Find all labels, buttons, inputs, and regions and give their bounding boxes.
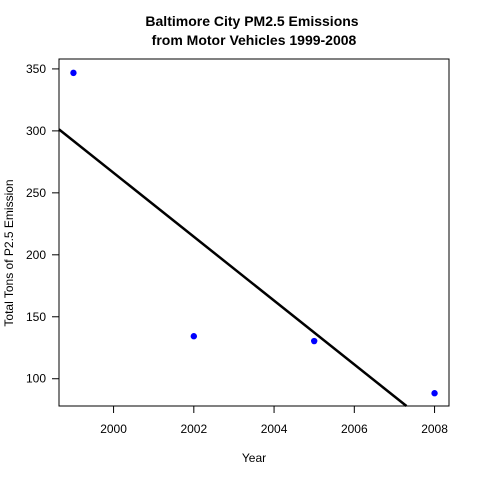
y-axis: 100 150 200 250 300 350 bbox=[26, 62, 59, 386]
y-tick-label: 150 bbox=[26, 310, 46, 324]
x-axis: 2000 2002 2004 2006 2008 bbox=[100, 406, 448, 436]
data-point bbox=[431, 390, 438, 397]
trend-line bbox=[58, 128, 408, 407]
plot-frame bbox=[58, 58, 450, 407]
data-point bbox=[310, 337, 318, 345]
x-axis-label: Year bbox=[242, 451, 266, 465]
points-layer bbox=[70, 69, 438, 397]
x-tick-label: 2000 bbox=[100, 422, 127, 436]
data-point bbox=[190, 333, 198, 340]
y-tick-label: 100 bbox=[26, 372, 46, 386]
x-tick-label: 2002 bbox=[180, 422, 207, 436]
x-tick-label: 2008 bbox=[421, 422, 448, 436]
data-point bbox=[70, 69, 77, 77]
y-tick-label: 200 bbox=[26, 248, 46, 262]
chart-subtitle: from Motor Vehicles 1999-2008 bbox=[152, 32, 357, 48]
y-tick-label: 350 bbox=[26, 62, 46, 76]
x-tick-label: 2006 bbox=[341, 422, 368, 436]
y-tick-label: 300 bbox=[26, 124, 46, 138]
x-tick-label: 2004 bbox=[261, 422, 288, 436]
trend-layer bbox=[58, 128, 408, 407]
plot-area bbox=[58, 58, 450, 407]
y-tick-label: 250 bbox=[26, 186, 46, 200]
y-axis-label: Total Tons of P2.5 Emission bbox=[2, 179, 16, 326]
chart-title: Baltimore City PM2.5 Emissions bbox=[145, 13, 358, 29]
